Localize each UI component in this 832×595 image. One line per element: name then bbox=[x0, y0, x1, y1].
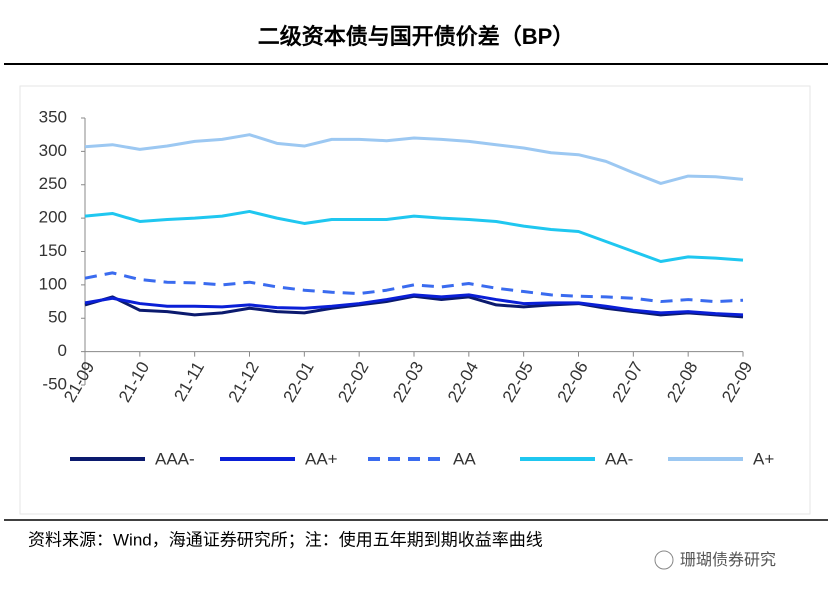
source-note: 资料来源：Wind，海通证券研究所；注：使用五年期到期收益率曲线 bbox=[28, 529, 543, 549]
x-tick-label: 21-12 bbox=[225, 358, 263, 405]
legend-label: AA+ bbox=[305, 449, 338, 468]
x-tick-label: 22-01 bbox=[279, 358, 317, 405]
chart-title: 二级资本债与国开债价差（BP） bbox=[258, 24, 575, 49]
series-line bbox=[84, 133, 744, 185]
y-tick-label: 200 bbox=[39, 208, 67, 227]
y-tick-label: 150 bbox=[39, 241, 67, 260]
y-tick-label: 300 bbox=[39, 141, 67, 160]
legend-label: AA bbox=[453, 449, 476, 468]
y-tick-label: 0 bbox=[58, 341, 67, 360]
x-tick-label: 21-11 bbox=[170, 358, 208, 404]
series-line bbox=[84, 209, 744, 264]
series-line bbox=[84, 293, 744, 317]
y-tick-label: 350 bbox=[39, 107, 67, 126]
watermark: 珊瑚债券研究 bbox=[680, 551, 776, 569]
x-tick-label: 22-05 bbox=[499, 358, 537, 405]
legend-label: AAA- bbox=[155, 449, 195, 468]
x-tick-label: 22-03 bbox=[389, 358, 427, 405]
legend-label: A+ bbox=[753, 449, 774, 468]
y-tick-label: -50 bbox=[42, 374, 67, 393]
y-tick-label: 100 bbox=[39, 274, 67, 293]
x-tick-label: 22-06 bbox=[554, 358, 592, 405]
y-tick-label: 250 bbox=[39, 174, 67, 193]
y-tick-label: 50 bbox=[48, 308, 67, 327]
legend-label: AA- bbox=[605, 449, 633, 468]
x-tick-label: 22-08 bbox=[663, 358, 701, 405]
plot-frame bbox=[19, 85, 811, 515]
x-tick-label: 22-09 bbox=[718, 358, 756, 405]
x-tick-label: 22-02 bbox=[334, 358, 372, 405]
watermark-icon bbox=[654, 550, 674, 570]
series-line bbox=[84, 271, 744, 304]
x-tick-label: 21-10 bbox=[115, 358, 153, 405]
x-tick-label: 22-07 bbox=[608, 358, 646, 405]
x-tick-label: 22-04 bbox=[444, 358, 482, 405]
